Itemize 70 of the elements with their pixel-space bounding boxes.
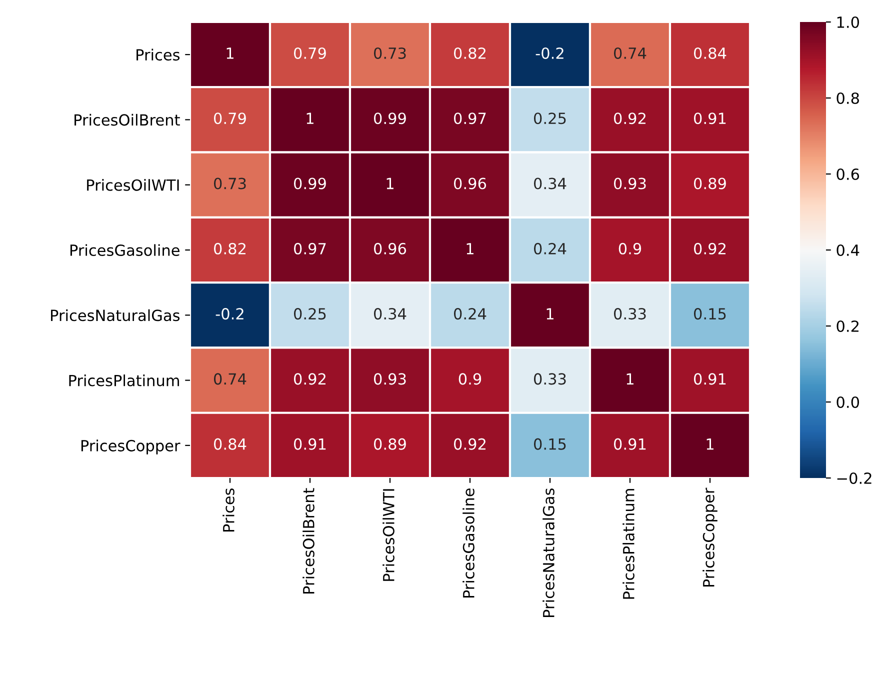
color-bar-label: 0.0	[836, 396, 860, 408]
data-label: 0.15	[534, 438, 566, 450]
data-label: 0.91	[294, 438, 326, 450]
y-tick-label: PricesGasoline	[70, 244, 180, 256]
x-tick-label: PricesOilWTI	[382, 489, 394, 581]
color-bar-label: 0.2	[836, 320, 858, 332]
data-label: 0.74	[614, 47, 646, 60]
y-tick-label: PricesPlatinum	[69, 374, 179, 386]
data-label: 1	[386, 178, 394, 190]
data-label: -0.2	[216, 308, 244, 320]
data-label: 0.97	[294, 242, 326, 254]
data-label: 0.79	[214, 112, 246, 124]
data-label: 1	[626, 373, 634, 384]
y-tick-label: PricesCopper	[81, 440, 180, 454]
data-label: 0.25	[294, 308, 326, 320]
data-label: 0.73	[374, 47, 406, 60]
data-label: 0.92	[614, 112, 646, 124]
x-tick-label: PricesOilBrent	[302, 488, 314, 594]
data-label: 0.84	[694, 47, 726, 60]
y-tick-label: PricesNaturalGas	[51, 309, 180, 322]
color-bar-label: 0.4	[836, 244, 860, 256]
data-label: 0.99	[294, 178, 326, 190]
data-label: 0.93	[374, 373, 406, 385]
data-label: 0.34	[374, 308, 406, 320]
color-bar-label: 1.0	[837, 16, 860, 28]
data-label: 1	[706, 438, 714, 450]
data-label: 0.91	[614, 438, 646, 450]
data-label: 0.34	[534, 178, 566, 190]
data-label: 0.92	[294, 373, 326, 385]
x-tick-label: PricesGasoline	[462, 488, 474, 598]
data-label: 0.96	[374, 242, 406, 254]
data-label: 0.91	[694, 112, 726, 124]
data-label: 0.79	[294, 47, 326, 60]
x-tick-label: Prices	[222, 488, 234, 532]
data-label: 0.89	[374, 438, 406, 450]
data-label: 0.15	[694, 308, 726, 320]
data-label: 1	[466, 243, 474, 254]
data-label: 0.24	[534, 242, 566, 254]
data-label: 0.73	[214, 178, 246, 190]
data-label: 0.74	[214, 373, 246, 385]
y-tick-label: Prices	[136, 48, 180, 61]
data-label: 0.9	[618, 242, 642, 254]
data-label: 0.96	[454, 178, 486, 190]
color-bar-label: 0.8	[836, 92, 859, 104]
data-label: 0.92	[454, 438, 486, 450]
data-label: 1	[226, 48, 234, 59]
data-label: 1	[306, 112, 314, 124]
data-label: 1	[546, 308, 554, 320]
color-bar-label: −0.2	[837, 472, 872, 484]
data-label: 0.33	[534, 373, 566, 385]
data-label: -0.2	[536, 47, 564, 60]
data-label: 0.91	[694, 373, 726, 385]
data-label: 0.97	[454, 112, 486, 124]
data-label: 0.82	[214, 242, 246, 254]
data-label: 0.33	[614, 308, 646, 320]
x-tick-label: PricesCopper	[702, 488, 718, 587]
data-label: 0.24	[454, 308, 486, 320]
data-label: 0.25	[534, 112, 566, 124]
data-label: 0.93	[614, 178, 646, 190]
data-label: 0.92	[694, 242, 726, 254]
data-label: 0.82	[454, 47, 486, 60]
x-tick-label: PricesPlatinum	[622, 489, 634, 599]
color-bar-label: 0.6	[836, 168, 860, 180]
data-label: 0.84	[214, 438, 246, 450]
y-tick-label: PricesOilWTI	[87, 179, 179, 191]
x-tick-label: PricesNaturalGas	[542, 488, 554, 617]
y-tick-label: PricesOilBrent	[74, 114, 180, 126]
data-label: 0.89	[694, 178, 726, 190]
data-label: 0.9	[458, 373, 482, 385]
data-label: 0.99	[374, 112, 406, 124]
